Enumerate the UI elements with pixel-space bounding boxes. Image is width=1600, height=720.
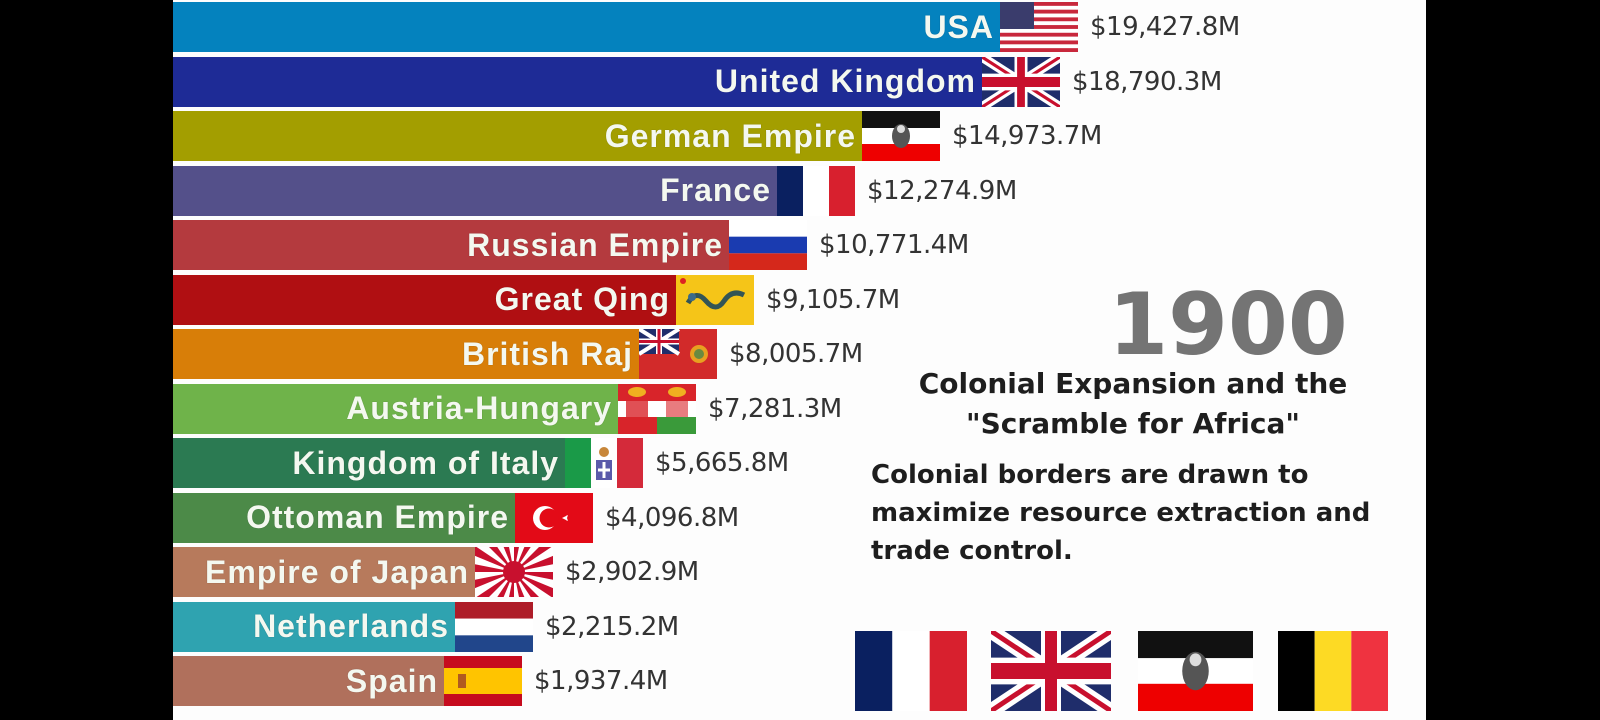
bar-value: $7,281.3M [708,393,842,424]
bar: Kingdom of Italy [173,438,565,488]
bar-row: Austria-Hungary [173,383,696,434]
bar-value: $18,790.3M [1072,66,1222,97]
bar-row: United Kingdom [173,56,1060,107]
bar: British Raj [173,329,639,379]
year-label: 1900 [1108,275,1348,375]
bar-row: Great Qing [173,274,754,325]
bar: United Kingdom [173,56,982,107]
bar-row: USA [173,2,1078,52]
austria-flag-icon [618,383,696,434]
bar-value: $2,902.9M [565,557,699,587]
ottoman-flag-icon [515,492,593,543]
bar: Great Qing [173,274,676,325]
usa-flag-icon [1000,2,1078,52]
bar-row: German Empire [173,111,940,161]
bar: Netherlands [173,601,455,652]
bar-label: Russian Empire [467,226,723,263]
spain-flag-icon [444,656,522,706]
bar-row: British Raj [173,329,717,379]
bar-label: Austria-Hungary [346,390,612,426]
bar-value: $1,937.4M [534,666,668,696]
bar-row: Kingdom of Italy [173,438,643,488]
bar: Empire of Japan [173,547,475,597]
qing-flag-icon [676,274,754,325]
bar: Spain [173,656,444,706]
bar-value: $9,105.7M [766,284,900,315]
japan-flag-icon [475,547,553,597]
bar-label: Empire of Japan [205,553,469,590]
bar: Russian Empire [173,220,729,270]
france-flag-icon [855,631,967,711]
bar: USA [173,2,1000,52]
bar-row: Russian Empire [173,220,807,270]
era-headline: Colonial Expansion and the "Scramble for… [918,367,1348,440]
france-flag-icon [777,165,855,216]
era-description: Colonial borders are drawn to maximize r… [871,460,1371,566]
bar: France [173,165,777,216]
bar-row: Ottoman Empire [173,492,593,543]
russia-flag-icon [729,220,807,270]
bar: German Empire [173,111,862,161]
bar-value: $12,274.9M [867,175,1017,206]
bar-value: $5,665.8M [655,448,789,478]
chart-stage: USA $19,427.8M United Kingdom $18,790.3M Ger… [173,0,1426,720]
bar-label: Ottoman Empire [246,499,509,535]
germany-flag-icon [862,111,940,161]
bar-row: Netherlands [173,601,533,652]
uk-flag-icon [982,56,1060,107]
german-empire-flag-icon [1138,631,1253,711]
uk-flag-icon [991,631,1111,711]
bar: Ottoman Empire [173,492,515,543]
bar-value: $14,973.7M [952,121,1102,151]
bar-row: Empire of Japan [173,547,553,597]
bar-label: British Raj [461,335,633,372]
bar-label: France [660,172,771,208]
italy-flag-icon [565,438,643,488]
raj-flag-icon [639,329,717,379]
bar-label: USA [923,8,994,45]
netherlands-flag-icon [455,601,533,652]
belgium-flag-icon [1278,631,1388,711]
bar-value: $19,427.8M [1090,12,1240,42]
bar-label: Netherlands [253,608,449,644]
bar-row: Spain [173,656,522,706]
bar-value: $4,096.8M [605,502,739,533]
bar-label: United Kingdom [714,63,976,99]
bar: Austria-Hungary [173,383,618,434]
bar-value: $8,005.7M [729,339,863,369]
bar-label: Kingdom of Italy [292,444,559,481]
bar-label: Spain [345,662,438,699]
bar-value: $2,215.2M [545,611,679,642]
bar-value: $10,771.4M [819,230,969,260]
bar-row: France [173,165,855,216]
bar-label: Great Qing [494,281,670,317]
bar-label: German Empire [604,117,856,154]
